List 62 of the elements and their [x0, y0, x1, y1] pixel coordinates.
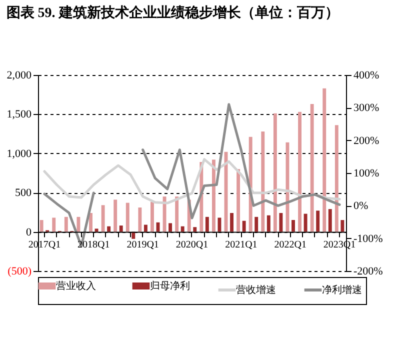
y2-tick-label: 400%	[354, 70, 380, 82]
y2-tick-label: -200%	[354, 266, 383, 278]
x-tick-label: 2018Q1	[78, 239, 110, 250]
bar	[212, 160, 216, 232]
legend-label: 归母净利	[150, 280, 190, 292]
bar	[242, 220, 246, 232]
chart-title: 图表 59. 建筑新技术企业业绩稳步增长（单位：百万）	[6, 4, 339, 21]
y2-tick-label: 0%	[354, 200, 368, 212]
legend-label: 营收增速	[236, 284, 276, 296]
bar	[292, 220, 295, 232]
bar	[266, 215, 270, 232]
x-tick-label: 2020Q1	[176, 239, 208, 250]
y-tick-label: 2,000	[6, 70, 32, 82]
bar	[254, 216, 258, 232]
bar	[205, 216, 209, 232]
bar	[334, 125, 338, 232]
bar	[180, 226, 184, 232]
bar	[298, 112, 302, 232]
bar	[261, 131, 265, 232]
y2-tick-label: 200%	[354, 134, 380, 147]
bar	[340, 220, 344, 232]
bar	[119, 226, 123, 232]
bar	[316, 210, 320, 232]
bar	[107, 226, 111, 232]
bar	[126, 202, 130, 232]
y-tick-label: 500	[15, 187, 32, 200]
x-tick-label: 2022Q1	[274, 239, 306, 250]
bar	[175, 196, 179, 232]
bar	[76, 216, 80, 232]
x-tick-label: 2021Q1	[225, 239, 258, 250]
bar	[193, 227, 197, 232]
y-tick-label: (500)	[8, 266, 32, 278]
bar	[236, 169, 240, 232]
bar	[218, 218, 222, 232]
y2-tick-label: 300%	[354, 102, 380, 114]
y-tick-label: 1,000	[6, 148, 32, 160]
y-tick-label: 0	[26, 226, 32, 238]
bar	[114, 200, 118, 232]
bar	[89, 212, 92, 232]
bar	[168, 223, 172, 232]
x-tick-label: 2019Q1	[126, 239, 159, 250]
bar	[150, 202, 154, 232]
bar	[144, 224, 148, 232]
bar	[273, 113, 277, 232]
bar	[101, 205, 105, 232]
y2-tick-label: -100%	[354, 232, 383, 245]
legend-label: 营业收入	[56, 280, 96, 292]
bar	[40, 220, 44, 232]
bar	[162, 196, 166, 232]
bar	[279, 212, 283, 232]
bar	[52, 218, 56, 232]
bar	[94, 228, 98, 232]
bar	[64, 216, 68, 232]
bar	[138, 207, 142, 232]
bar	[328, 209, 332, 232]
bar	[304, 214, 308, 232]
bar	[230, 212, 234, 232]
legend-label: 净利增速	[322, 284, 362, 296]
y-tick-label: 1,500	[6, 108, 32, 121]
y2-tick-label: 100%	[354, 168, 380, 180]
bar	[310, 104, 314, 232]
bar	[322, 88, 326, 232]
